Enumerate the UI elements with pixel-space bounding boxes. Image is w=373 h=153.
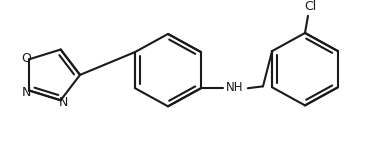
Text: Cl: Cl	[304, 0, 316, 13]
Text: N: N	[22, 86, 31, 99]
Text: O: O	[21, 52, 31, 65]
Text: NH: NH	[226, 81, 244, 94]
Text: N: N	[59, 96, 68, 109]
